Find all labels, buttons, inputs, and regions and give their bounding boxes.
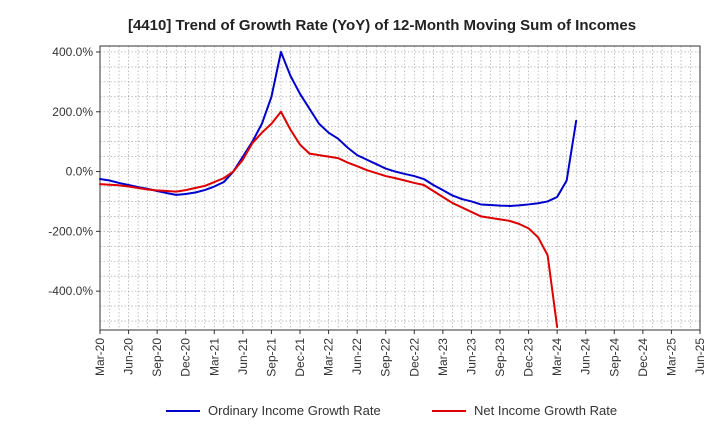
y-tick-label: 0.0%: [66, 165, 94, 179]
x-tick-label: Dec-24: [636, 338, 650, 377]
chart-title: [4410] Trend of Growth Rate (YoY) of 12-…: [128, 17, 636, 34]
x-tick-label: Mar-24: [550, 338, 564, 376]
plot-frame: [99, 45, 701, 331]
x-tick-label: Dec-21: [293, 338, 307, 377]
x-tick-label: Sep-21: [264, 338, 278, 377]
x-tick-label: Jun-20: [122, 338, 136, 375]
x-tick-label: Sep-22: [379, 338, 393, 377]
y-tick-label: -200.0%: [48, 224, 93, 238]
grid: [99, 46, 701, 330]
ordinary-income-line: [99, 50, 578, 207]
x-tick-label: Mar-21: [207, 338, 221, 376]
x-tick-label: Dec-23: [522, 338, 536, 377]
x-tick-label: Mar-25: [664, 338, 678, 376]
legend: Ordinary Income Growth Rate Net Income Gr…: [166, 403, 617, 418]
x-tick-label: Jun-21: [236, 338, 250, 375]
x-tick-label: Mar-20: [93, 338, 107, 376]
x-tick-label: Mar-22: [322, 338, 336, 376]
x-tick-label: Dec-22: [407, 338, 421, 377]
legend-label: Net Income Growth Rate: [474, 403, 617, 418]
y-tick-label: -400.0%: [48, 284, 93, 298]
x-tick-label: Mar-23: [436, 338, 450, 376]
legend-label: Ordinary Income Growth Rate: [208, 403, 381, 418]
net-income-line: [99, 110, 559, 329]
x-tick-label: Sep-23: [493, 338, 507, 377]
x-tick-label: Sep-24: [607, 338, 621, 377]
x-tick-label: Jun-25: [693, 338, 707, 375]
x-tick-label: Dec-20: [179, 338, 193, 377]
series-lines: [99, 50, 578, 329]
x-tick-label: Jun-24: [579, 338, 593, 375]
x-tick-label: Sep-20: [150, 338, 164, 377]
y-tick-label: 400.0%: [52, 45, 93, 59]
y-tick-label: 200.0%: [52, 105, 93, 119]
x-tick-label: Jun-22: [350, 338, 364, 375]
axes: 400.0% 200.0% 0.0% -200.0% -400.0% Mar-20 Jun-…: [48, 45, 707, 377]
x-tick-label: Jun-23: [464, 338, 478, 375]
